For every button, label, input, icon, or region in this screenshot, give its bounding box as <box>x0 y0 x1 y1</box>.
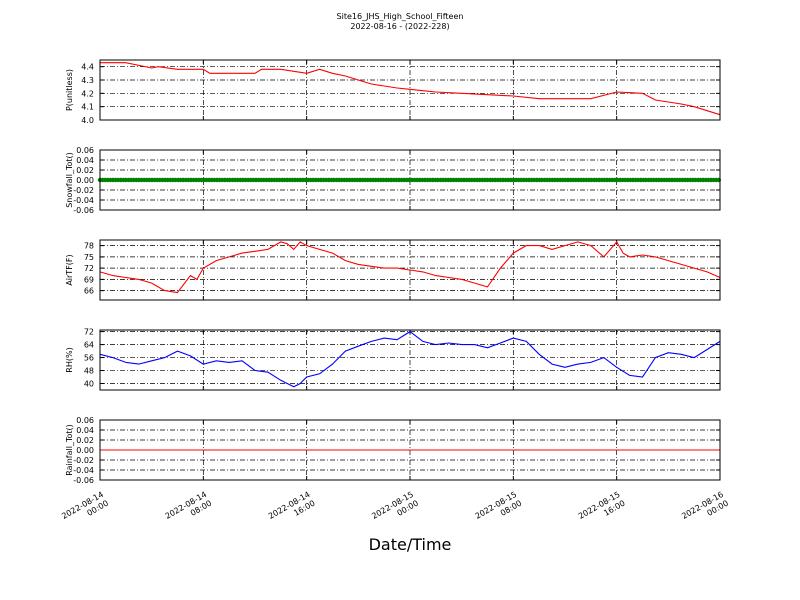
y-axis-label: RH(%) <box>65 347 74 372</box>
y-axis-label: P(unitless) <box>65 69 74 111</box>
y-tick-label: 4.1 <box>81 103 94 112</box>
y-tick-label: 40 <box>84 380 94 389</box>
x-axis-label: Date/Time <box>369 535 452 554</box>
y-tick-label: -0.04 <box>73 196 94 205</box>
x-tick-label: 2022-08-1408:00 <box>164 490 214 530</box>
axes-frame <box>99 59 721 121</box>
axes-frame <box>99 239 721 301</box>
series-line <box>99 240 721 294</box>
y-tick-label: 0.04 <box>76 156 94 165</box>
panel-4: 40 48 56 64 72 RH(%) <box>65 328 721 391</box>
x-tick-label: 2022-08-1600:00 <box>680 490 730 530</box>
y-tick-label: 0.02 <box>76 166 94 175</box>
axes-frame <box>99 329 721 391</box>
y-tick-label: 66 <box>84 287 94 296</box>
y-axis-label: AirTF(F) <box>65 254 74 285</box>
y-tick-label: -0.04 <box>73 466 94 475</box>
y-tick-label: -0.02 <box>73 186 94 195</box>
y-tick-label: 0.00 <box>76 446 94 455</box>
chart-subtitle: 2022-08-16 - (2022-228) <box>350 22 449 31</box>
y-tick-label: 78 <box>84 242 94 251</box>
y-axis-label: Rainfall_Tot() <box>65 424 74 476</box>
x-tick-label: 2022-08-1416:00 <box>267 490 317 530</box>
y-tick-label: 48 <box>84 367 94 376</box>
y-tick-label: 0.02 <box>76 436 94 445</box>
y-tick-label: 4.4 <box>81 63 94 72</box>
y-tick-label: 56 <box>84 354 94 363</box>
series-line <box>99 330 721 388</box>
y-tick-label: 4.2 <box>81 89 94 98</box>
x-tick-label: 2022-08-1516:00 <box>577 490 627 530</box>
chart-title: Site16_JHS_High_School_Fifteen <box>337 12 464 21</box>
y-tick-label: -0.06 <box>73 476 94 485</box>
x-tick-label: 2022-08-1400:00 <box>60 490 110 530</box>
x-tick-label: 2022-08-1500:00 <box>370 490 420 530</box>
axes-frame <box>99 149 721 211</box>
x-tick-label: 2022-08-1508:00 <box>474 490 524 530</box>
axes-frame <box>99 419 721 481</box>
y-tick-label: 0.06 <box>76 416 94 425</box>
y-tick-label: 4.3 <box>81 76 94 85</box>
panel-1: 4.0 4.1 4.2 4.3 4.4 P(unitless) <box>65 59 721 125</box>
y-tick-label: 0.06 <box>76 146 94 155</box>
y-tick-label: 72 <box>84 328 94 337</box>
y-tick-label: -0.06 <box>73 206 94 215</box>
y-tick-label: 4.0 <box>81 116 94 125</box>
x-tick-labels: 2022-08-1400:00 2022-08-1408:00 2022-08-14… <box>60 490 730 530</box>
panel-5: -0.06-0.04-0.020.000.020.040.06Rainfall_… <box>65 416 721 485</box>
y-tick-label: 0.00 <box>76 176 94 185</box>
y-axis-label: Snowfall_Tot() <box>65 152 74 208</box>
y-tick-label: 0.04 <box>76 426 94 435</box>
y-tick-label: -0.02 <box>73 456 94 465</box>
panels: 4.04.14.24.34.4P(unitless)-0.06-0.04-0.0… <box>65 59 721 485</box>
panel-2: -0.06-0.04-0.020.000.020.040.06Snowfall_… <box>65 146 721 215</box>
y-tick-label: 64 <box>84 341 94 350</box>
panel-3: 66 69 72 75 78 AirTF(F) <box>65 239 721 301</box>
y-tick-label: 72 <box>84 264 94 273</box>
y-tick-label: 69 <box>84 275 94 284</box>
y-tick-label: 75 <box>84 253 94 262</box>
series-line <box>100 62 721 116</box>
